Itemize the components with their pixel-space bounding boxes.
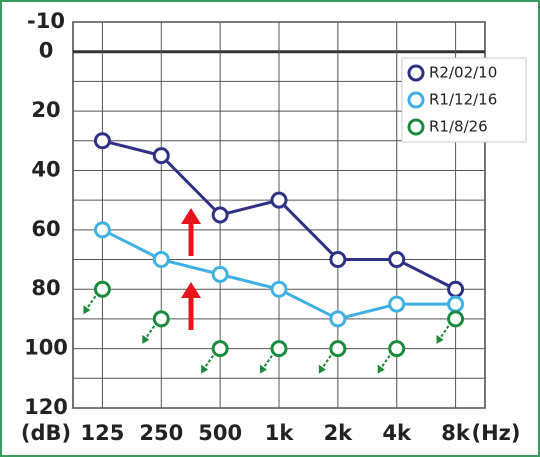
x-tick-label: 2k bbox=[324, 421, 354, 445]
y-tick-label: 40 bbox=[31, 157, 60, 181]
y-tick-label: 100 bbox=[24, 336, 68, 360]
data-point bbox=[211, 206, 229, 224]
data-point bbox=[152, 251, 170, 269]
no-response-arrowhead bbox=[83, 305, 91, 315]
x-tick-label: 1k bbox=[265, 421, 295, 445]
y-unit: (dB) bbox=[21, 421, 71, 445]
y-tick-label: 60 bbox=[31, 217, 60, 241]
data-point bbox=[93, 221, 111, 239]
no-response-arrow bbox=[203, 355, 214, 370]
no-response-arrow bbox=[321, 355, 332, 370]
x-tick-label: 4k bbox=[382, 421, 412, 445]
legend-label: R2/02/10 bbox=[429, 64, 497, 82]
y-tick-label: 120 bbox=[24, 395, 68, 419]
x-unit: (Hz) bbox=[472, 421, 521, 445]
data-point bbox=[329, 251, 347, 269]
y-tick-label: 0 bbox=[39, 39, 54, 63]
data-point bbox=[152, 147, 170, 165]
annotation-arrows bbox=[181, 208, 201, 330]
x-tick-label: 500 bbox=[198, 421, 242, 445]
no-response-arrowhead bbox=[260, 364, 267, 374]
data-point bbox=[447, 310, 465, 328]
data-point bbox=[270, 280, 288, 298]
data-point bbox=[329, 310, 347, 328]
no-response-arrowhead bbox=[201, 364, 209, 374]
marks bbox=[83, 132, 465, 374]
no-response-arrowhead bbox=[142, 334, 150, 344]
data-point bbox=[388, 251, 406, 269]
y-tick-label: 80 bbox=[31, 276, 60, 300]
legend-label: R1/12/16 bbox=[429, 91, 497, 109]
x-tick-label: 250 bbox=[139, 421, 183, 445]
no-response-arrowhead bbox=[436, 334, 444, 344]
legend-marker bbox=[407, 64, 425, 82]
no-response-arrow bbox=[85, 295, 97, 310]
y-tick-label: -10 bbox=[27, 9, 65, 33]
data-point bbox=[388, 340, 406, 358]
data-point bbox=[93, 132, 111, 150]
no-response-arrow bbox=[262, 355, 273, 370]
x-tick-label: 8k bbox=[441, 421, 471, 445]
data-point bbox=[93, 280, 111, 298]
data-point bbox=[211, 265, 229, 283]
legend-label: R1/8/26 bbox=[429, 118, 488, 136]
no-response-arrow bbox=[379, 355, 391, 370]
data-point bbox=[270, 191, 288, 209]
no-response-arrowhead bbox=[318, 364, 326, 374]
x-tick-label: 125 bbox=[81, 421, 125, 445]
no-response-arrowhead bbox=[377, 364, 385, 374]
legend-marker bbox=[407, 91, 425, 109]
no-response-arrow bbox=[438, 325, 450, 340]
data-point bbox=[270, 340, 288, 358]
legend-marker bbox=[407, 118, 425, 136]
data-point bbox=[329, 340, 347, 358]
data-point bbox=[152, 310, 170, 328]
data-point bbox=[211, 340, 229, 358]
no-response-arrow bbox=[144, 325, 156, 340]
legend: R2/02/10 R1/12/16 R1/8/26 bbox=[401, 57, 527, 143]
data-point bbox=[388, 295, 406, 313]
y-tick-label: 20 bbox=[31, 98, 60, 122]
data-point bbox=[447, 280, 465, 298]
data-point bbox=[447, 295, 465, 313]
